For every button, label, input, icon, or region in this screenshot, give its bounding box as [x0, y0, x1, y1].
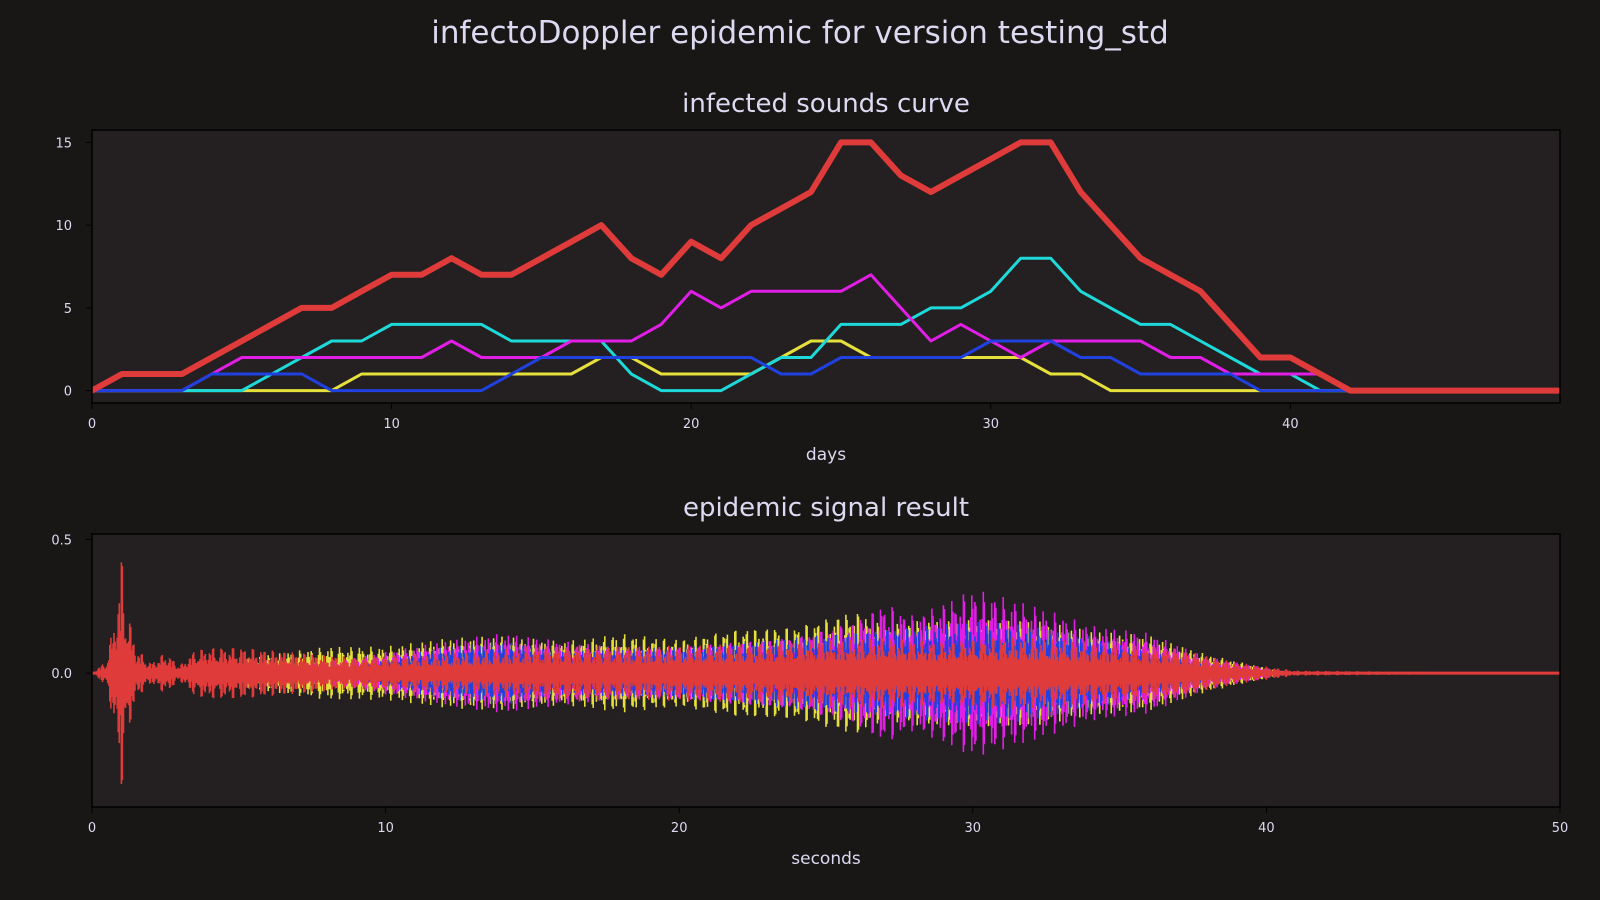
chart-1: infected sounds curve days 0 10 20 30 40 0 5 10 15 [55, 89, 1561, 465]
y-tick-label: 15 [55, 136, 72, 151]
x-tick-label: 0 [88, 821, 96, 836]
series-line-2 [92, 256, 1560, 393]
x-tick-label: 30 [965, 821, 982, 836]
x-tick-label: 20 [683, 417, 700, 432]
y-tick-label: 10 [55, 219, 72, 234]
x-axis-label: seconds [791, 849, 861, 869]
x-tick-label: 10 [383, 417, 400, 432]
x-tick-label: 40 [1258, 821, 1275, 836]
chart-title: epidemic signal result [683, 493, 969, 523]
y-tick-label: 0.0 [51, 667, 72, 682]
x-tick-label: 40 [1282, 417, 1299, 432]
data-layer [92, 139, 1560, 394]
y-tick-label: 5 [64, 302, 72, 317]
data-layer [92, 562, 1560, 784]
y-tick-label: 0 [64, 385, 72, 400]
plot-frame [91, 533, 1561, 808]
figure-suptitle: infectoDoppler epidemic for version test… [431, 15, 1169, 51]
series-line-4 [92, 339, 1560, 393]
series-line-5 [92, 139, 1560, 394]
chart-title: infected sounds curve [682, 89, 970, 119]
plot-frame [91, 129, 1561, 404]
x-tick-label: 30 [983, 417, 1000, 432]
chart-2: epidemic signal result seconds 0 10 20 30 40 50… [51, 493, 1568, 869]
x-tick-label: 10 [377, 821, 394, 836]
x-tick-label: 50 [1552, 821, 1569, 836]
y-tick-label: 0.5 [51, 533, 72, 548]
x-tick-label: 20 [671, 821, 688, 836]
x-axis-label: days [806, 445, 846, 465]
x-tick-label: 0 [88, 417, 96, 432]
